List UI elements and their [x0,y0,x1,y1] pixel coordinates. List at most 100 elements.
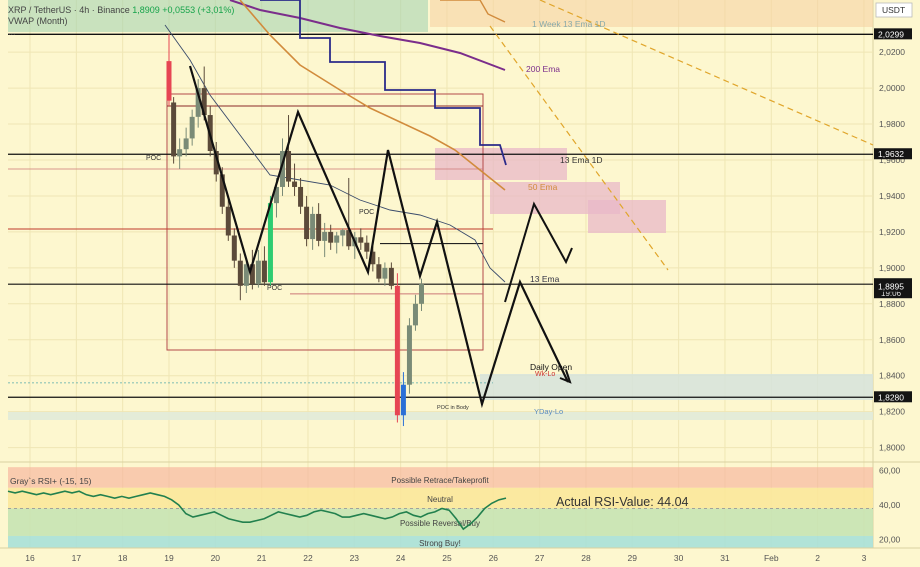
candle-body [376,264,382,279]
candle-body [298,186,304,207]
symbol-label[interactable]: XRP / TetherUS · 4h · Binance [8,5,130,15]
x-tick-label: 22 [303,553,313,563]
vwap-label[interactable]: VWAP (Month) [8,16,68,26]
x-tick-label: 19 [164,553,174,563]
candle-body [400,384,406,416]
candle-body [316,213,322,241]
x-tick-label: 28 [581,553,591,563]
rsi-line [7,490,507,531]
candle-body [279,151,285,187]
rsi-zone-label: Strong Buy! [419,539,461,548]
candle-body [412,303,418,326]
candle-body [201,88,207,116]
price-tag-box [874,391,912,403]
ema-13-1d-line [260,0,507,166]
y-tick-label: 1,8200 [879,407,905,417]
candle-body [183,138,189,150]
projection-path [504,201,573,303]
trend-line [539,0,874,146]
candle-body [382,267,388,279]
price-tag-box [874,280,912,292]
rsi-zone-label: Neutral [427,495,453,504]
candle-body [243,264,249,286]
currency-badge[interactable] [875,2,913,18]
more-indicators[interactable]: ... [8,27,16,37]
resistance-zone-3 [588,200,666,233]
x-tick-label: 18 [118,553,128,563]
candle-body [231,235,237,261]
annotation-label: 13 Ema 1D [560,155,603,165]
ema-50-line [239,0,506,191]
rsi-zone-oversold [8,508,873,536]
x-tick-label: 21 [257,553,267,563]
y-tick-label: 1,8800 [879,299,905,309]
poc-range-box [166,93,484,351]
candle-body [225,206,231,236]
rsi-y-tick-label: 60,00 [879,466,901,476]
price-tag-time: 19:06 [881,289,902,298]
y-tick-label: 2,0200 [879,47,905,57]
y-tick-label: 1,8000 [879,443,905,453]
annotation-label: Daily Open [530,362,572,372]
candle-body [249,264,255,285]
candle-body [219,174,225,207]
projection-zigzag [188,65,569,409]
price-tag-label: 1,9632 [878,149,904,159]
rsi-title[interactable]: Gray`s RSI+ (-15, 15) [10,476,92,486]
arrow-head [559,369,572,384]
candle-body [370,251,376,265]
x-tick-label: 2 [815,553,820,563]
price-tag-label: 1,8280 [878,392,904,402]
annotation-label: 50 Ema [528,182,558,192]
low-zone [8,412,873,420]
annotation-label: POC [146,155,161,162]
candle-body [304,206,310,240]
x-tick-label: 27 [535,553,545,563]
price-tag-box [874,148,912,160]
candle-body [364,242,370,252]
rsi-y-tick-label: 40,00 [879,500,901,510]
candle-body [334,235,340,243]
x-tick-label: 16 [25,553,35,563]
trend-line-ext [668,150,873,270]
x-tick-label: 17 [72,553,82,563]
rsi-y-tick-label: 20,00 [879,534,901,544]
candle-body [273,186,279,204]
candle-body [358,237,364,243]
candle-body [310,213,316,240]
vwap-zone [8,0,428,32]
currency-badge-label: USDT [882,5,905,15]
annotation-label: 200 Ema [526,64,560,74]
rsi-zone-strong [8,535,873,548]
candle-body [177,149,183,157]
resistance-zone-1 [435,148,567,180]
candle-body [195,88,201,117]
price-change: +0,0553 (+3,01%) [162,5,235,15]
candle-body [261,260,267,283]
candle-body [394,285,400,416]
candle-body [340,230,346,236]
price-tag-label: 1,8895 [878,282,904,292]
y-tick-label: 2,0000 [879,83,905,93]
y-tick-label: 1,8600 [879,335,905,345]
price-tag-box [874,28,912,40]
x-tick-label: Feb [764,553,779,563]
rsi-zone-label: Possible Retrace/Takeprofit [391,476,489,485]
x-tick-label: 26 [489,553,499,563]
annotation-label: 13 Ema [530,274,560,284]
x-tick-label: 3 [862,553,867,563]
y-tick-label: 1,9000 [879,263,905,273]
x-tick-label: 31 [720,553,730,563]
candle-body [418,284,424,304]
ema-13-line [164,24,506,283]
candle-body [255,260,261,285]
x-tick-label: 23 [350,553,360,563]
y-tick-label: 1,8400 [879,371,905,381]
annotation-label: POC [359,209,374,216]
annotation-label: POC in Body [437,405,469,411]
candle-body [286,151,292,182]
candle-body [213,151,219,175]
candle-body [237,260,243,286]
x-axis-bg [0,548,920,567]
